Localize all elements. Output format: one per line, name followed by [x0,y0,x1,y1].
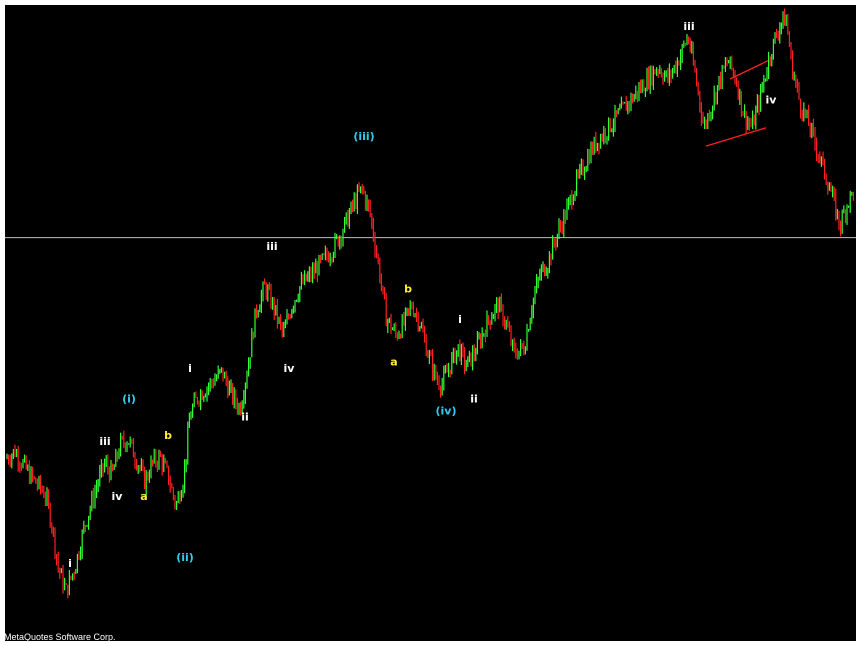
wave-label: a [140,490,147,503]
wave-label: (iv) [436,405,457,418]
wave-label: iv [112,490,124,503]
price-bars [6,8,855,599]
triangle-pattern [705,60,769,147]
triangle-line [729,60,769,80]
watermark: MetaQuotes Software Corp. [4,632,116,642]
wave-label: iii [683,20,694,33]
triangle-line [705,127,767,147]
wave-label: (iii) [353,130,374,143]
wave-label: i [188,362,192,375]
chart-background [5,5,856,641]
wave-label: i [68,557,72,570]
wave-label: iii [266,240,277,253]
wave-labels: iiiiiv(i)ab(ii)iiiiiiiv(iii)baiii(iv)iii… [68,20,778,570]
wave-label: (i) [122,392,136,405]
wave-label: b [164,429,172,442]
wave-label: i [458,313,462,326]
wave-label: ii [470,392,478,405]
wave-label: (ii) [176,551,194,564]
wave-label: b [404,283,412,296]
wave-label: a [390,356,397,369]
wave-label: iv [766,93,778,106]
wave-label: ii [241,411,249,424]
wave-label: iv [284,362,296,375]
wave-label: iii [99,435,110,448]
